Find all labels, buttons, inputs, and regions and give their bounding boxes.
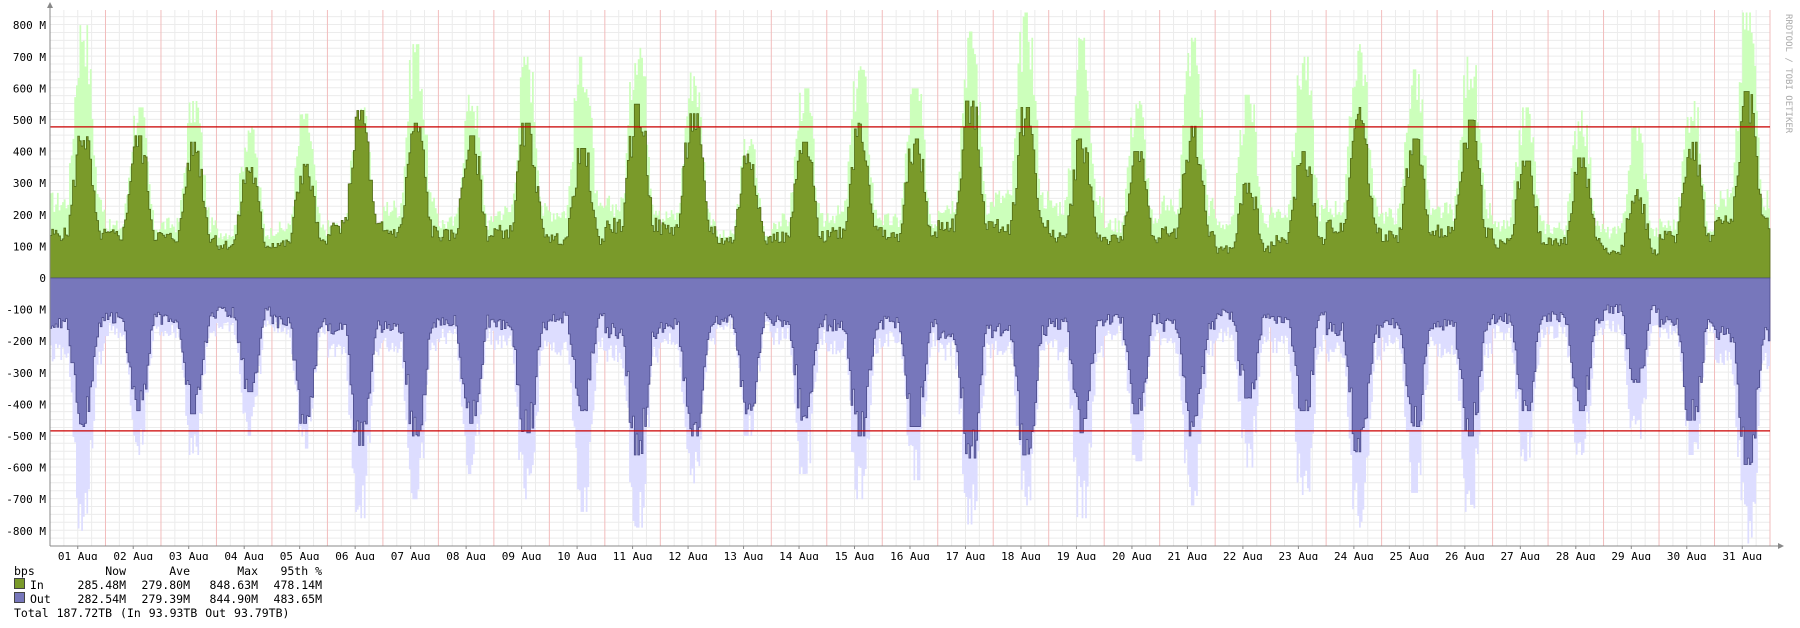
- x-tick-label: 07 Aug: [391, 550, 431, 560]
- legend-header-row: bps Now Ave Max 95th %: [14, 564, 322, 578]
- x-tick-label: 29 Aug: [1611, 550, 1651, 560]
- y-tick-label: 500 M: [13, 114, 46, 127]
- x-tick-label: 04 Aug: [224, 550, 264, 560]
- x-tick-label: 31 Aug: [1722, 550, 1762, 560]
- y-tick-label: 300 M: [13, 177, 46, 190]
- x-tick-label: 20 Aug: [1112, 550, 1152, 560]
- legend-row-out: Out 282.54M 279.39M 844.90M 483.65M: [14, 592, 322, 606]
- legend-in-max: 848.63M: [209, 578, 258, 592]
- legend-total-row: Total 187.72TB (In 93.93TB Out 93.79TB): [14, 606, 322, 620]
- x-tick-label: 12 Aug: [668, 550, 708, 560]
- legend-header-now: Now: [105, 564, 126, 578]
- legend-total-value: 187.72TB: [56, 606, 113, 620]
- legend-in-p95: 478.14M: [273, 578, 322, 592]
- y-tick-label: -800 M: [6, 525, 46, 538]
- x-tick-label: 18 Aug: [1001, 550, 1041, 560]
- x-tick-label: 22 Aug: [1223, 550, 1263, 560]
- legend-total-in-label: (In: [120, 606, 141, 620]
- legend-header-max: Max: [237, 564, 258, 578]
- y-tick-label: 0: [39, 272, 46, 285]
- y-tick-label: -500 M: [6, 430, 46, 443]
- y-tick-label: -400 M: [6, 398, 46, 411]
- legend-label-in: In: [30, 578, 44, 592]
- legend-out-max: 844.90M: [209, 592, 258, 606]
- y-tick-label: -100 M: [6, 304, 46, 317]
- x-tick-label: 19 Aug: [1057, 550, 1097, 560]
- x-tick-label: 02 Aug: [113, 550, 153, 560]
- x-tick-label: 30 Aug: [1667, 550, 1707, 560]
- series-in-area: [49, 91, 1771, 279]
- y-tick-label: 600 M: [13, 82, 46, 95]
- x-tick-label: 27 Aug: [1500, 550, 1540, 560]
- y-tick-labels: 800 M 700 M 600 M 500 M 400 M 300 M 200 M 100 M…: [6, 19, 46, 538]
- x-tick-label: 16 Aug: [890, 550, 930, 560]
- y-tick-label: 700 M: [13, 51, 46, 64]
- legend-out-now: 282.54M: [77, 592, 126, 606]
- x-tick-label: 05 Aug: [280, 550, 320, 560]
- legend-total-label: Total: [14, 606, 49, 620]
- x-tick-label: 14 Aug: [779, 550, 819, 560]
- x-tick-label: 21 Aug: [1168, 550, 1208, 560]
- y-tick-label: 200 M: [13, 209, 46, 222]
- x-tick-label: 11 Aug: [613, 550, 653, 560]
- series-out-area: [49, 277, 1771, 465]
- x-tick-label: 01 Aug: [58, 550, 98, 560]
- y-tick-label: -200 M: [6, 335, 46, 348]
- x-tick-label: 28 Aug: [1556, 550, 1596, 560]
- percentile-lines: [50, 126, 1770, 432]
- x-tick-label: 26 Aug: [1445, 550, 1485, 560]
- x-tick-label: 25 Aug: [1389, 550, 1429, 560]
- legend-header-p95: 95th %: [280, 564, 322, 578]
- legend-unit: bps: [14, 564, 35, 578]
- y-tick-label: 400 M: [13, 146, 46, 159]
- legend-out-ave: 279.39M: [141, 592, 190, 606]
- legend-label-out: Out: [30, 592, 51, 606]
- legend-in-ave: 279.80M: [141, 578, 190, 592]
- y-tick-label: 100 M: [13, 240, 46, 253]
- x-tick-label: 15 Aug: [835, 550, 875, 560]
- legend-total-out-label: Out: [205, 606, 227, 620]
- legend-total-out-value: 93.79TB): [234, 606, 290, 620]
- traffic-chart: 800 M 700 M 600 M 500 M 400 M 300 M 200 M 100 M…: [6, 2, 1793, 560]
- y-axis-arrow: [47, 2, 53, 8]
- y-tick-label: 800 M: [13, 19, 46, 32]
- y-tick-label: -300 M: [6, 367, 46, 380]
- x-tick-label: 03 Aug: [169, 550, 209, 560]
- legend: bps Now Ave Max 95th % In 285.48M 279.80…: [14, 564, 322, 620]
- x-tick-label: 09 Aug: [502, 550, 542, 560]
- x-tick-label: 24 Aug: [1334, 550, 1374, 560]
- x-axis-arrow: [1778, 543, 1784, 549]
- legend-total-in-value: 93.93TB: [148, 606, 198, 620]
- legend-row-in: In 285.48M 279.80M 848.63M 478.14M: [14, 578, 322, 592]
- legend-header-ave: Ave: [169, 564, 190, 578]
- x-tick-label: 17 Aug: [946, 550, 986, 560]
- axes: [47, 2, 1784, 549]
- x-tick-label: 06 Aug: [335, 550, 375, 560]
- legend-out-p95: 483.65M: [273, 592, 322, 606]
- legend-swatch-in: [14, 578, 25, 589]
- x-tick-label: 10 Aug: [557, 550, 597, 560]
- x-tick-label: 13 Aug: [724, 550, 764, 560]
- y-tick-label: -700 M: [6, 493, 46, 506]
- watermark: RRDTOOL / TOBI OETIKER: [1783, 14, 1793, 134]
- legend-in-now: 285.48M: [77, 578, 126, 592]
- legend-swatch-out: [14, 592, 25, 603]
- x-tick-labels: 01 Aug 02 Aug 03 Aug 04 Aug 05 Aug 06 Aug 07 A…: [58, 546, 1762, 560]
- x-tick-label: 08 Aug: [446, 550, 486, 560]
- x-tick-label: 23 Aug: [1279, 550, 1319, 560]
- main-areas: [49, 91, 1771, 465]
- y-tick-label: -600 M: [6, 462, 46, 475]
